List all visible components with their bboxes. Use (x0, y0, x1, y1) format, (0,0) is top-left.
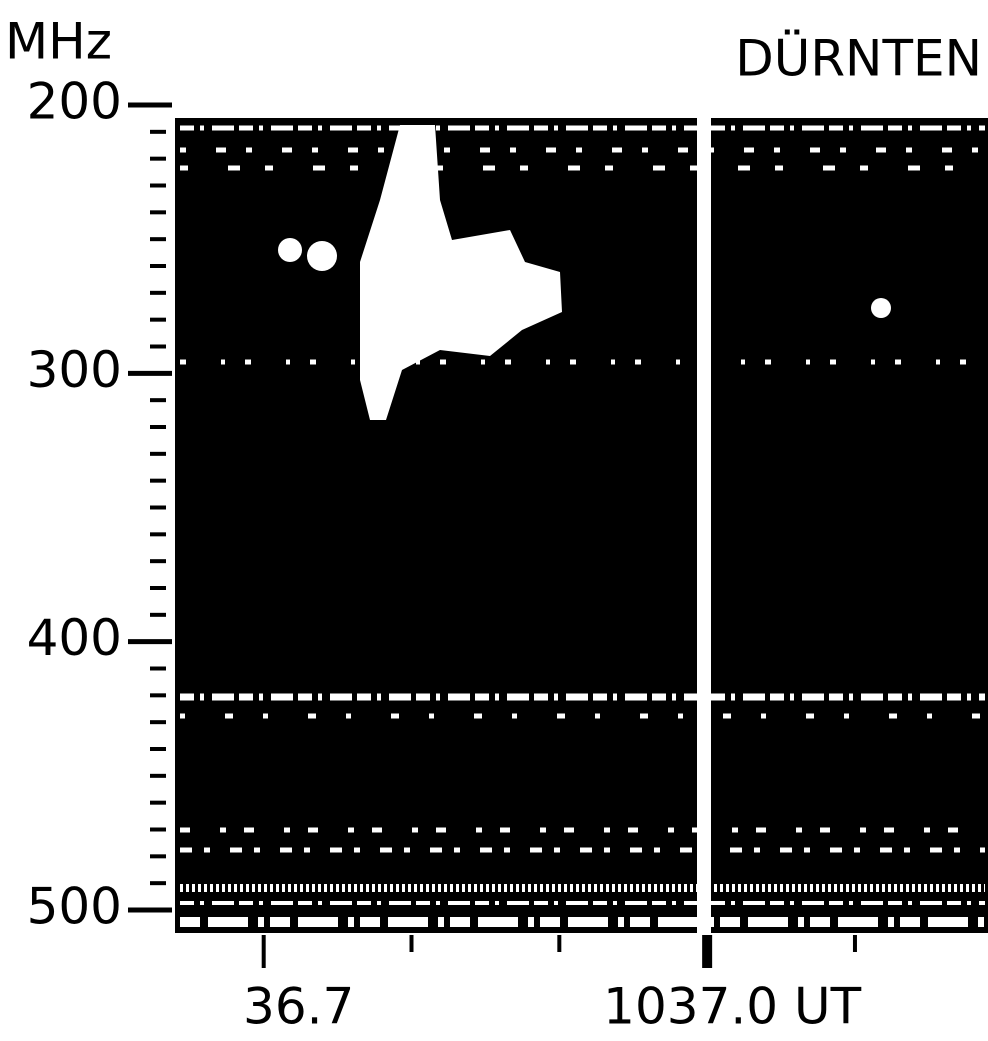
spectrogram-panel (175, 112, 988, 942)
y-tick-label: 200 (27, 73, 122, 131)
time-gap (697, 112, 711, 942)
interference-lines (180, 125, 985, 927)
burst-spot (278, 238, 302, 262)
x-tick-label: 36.7 (243, 978, 354, 1036)
burst-spot (307, 241, 337, 271)
burst-spot (871, 298, 891, 318)
y-tick-label: 500 (27, 878, 122, 936)
y-tick-label: 400 (27, 609, 122, 667)
x-tick-label: 1037.0 UT (603, 978, 861, 1036)
y-axis-label: MHz (5, 13, 112, 71)
radio-burst (360, 125, 562, 420)
chart-title: DÜRNTEN (735, 30, 982, 88)
y-tick-label: 300 (27, 341, 122, 399)
